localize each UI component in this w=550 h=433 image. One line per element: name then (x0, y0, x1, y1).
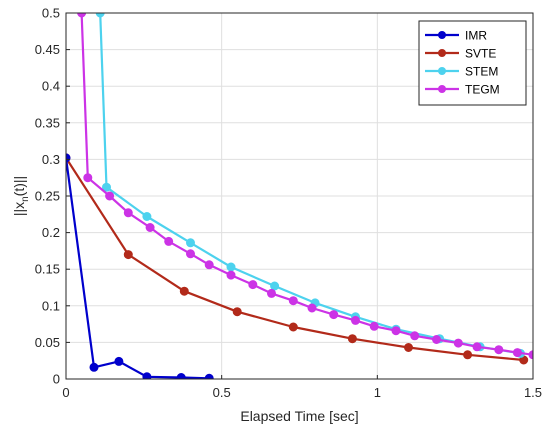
y-axis-label-main: ||x (11, 202, 27, 216)
y-tick-label-2: 0.1 (42, 298, 60, 313)
series-layer (66, 13, 533, 379)
point-imr-3 (142, 372, 152, 379)
point-svte-1 (123, 250, 133, 260)
legend-label-imr: IMR (465, 29, 487, 43)
point-tegm-14 (351, 315, 360, 325)
y-tick-label-7: 0.35 (35, 115, 60, 130)
y-tick-label-10: 0.5 (42, 6, 60, 21)
legend-swatch-marker-tegm (438, 85, 446, 93)
legend-swatch-marker-imr (438, 31, 446, 39)
point-stem-2 (142, 212, 152, 221)
y-tick-label-0: 0 (53, 372, 60, 387)
series-imr (66, 153, 214, 379)
point-tegm-22 (512, 348, 522, 358)
point-tegm-3 (123, 208, 133, 218)
point-imr-4 (176, 373, 186, 379)
point-svte-3 (232, 307, 242, 317)
legend: IMR SVTE STEM TEGM (418, 20, 527, 106)
y-tick-label-8: 0.4 (42, 79, 60, 94)
y-tick-label-4: 0.2 (42, 225, 60, 240)
legend-item-tegm: TEGM (425, 83, 500, 97)
point-imr-5 (204, 373, 214, 379)
point-tegm-11 (288, 296, 298, 306)
x-tick-label-3: 1.5 (524, 385, 542, 400)
series-tegm (77, 13, 533, 360)
y-axis-label-tail: (t)|| (11, 176, 27, 197)
point-imr-2 (114, 356, 124, 366)
series-svte (66, 153, 529, 365)
point-tegm-5 (164, 236, 174, 246)
point-stem-1 (102, 182, 111, 192)
x-tick-label-0: 0 (62, 385, 69, 400)
point-tegm-20 (472, 342, 482, 352)
y-axis-label-subscript: n (20, 196, 31, 202)
point-tegm-0 (77, 13, 87, 18)
legend-swatch-marker-svte (438, 49, 446, 57)
point-tegm-10 (267, 288, 276, 298)
point-tegm-19 (453, 338, 463, 348)
y-tick-label-5: 0.25 (35, 189, 60, 204)
legend-label-tegm: TEGM (465, 83, 500, 97)
legend-item-stem: STEM (425, 65, 498, 79)
tick-labels: 0 0.5 1 1.5 0 0.05 0.1 0.15 0.2 0.25 0.3 0.35 0.4 0.4… (35, 6, 542, 401)
point-stem-3 (186, 238, 195, 248)
point-svte-5 (347, 334, 357, 344)
y-axis-label: ||xn(t)|| (11, 176, 31, 216)
point-tegm-1 (83, 173, 93, 183)
legend-swatch-marker-stem (438, 67, 446, 75)
point-tegm-21 (494, 345, 504, 355)
x-tick-label-1: 0.5 (213, 385, 231, 400)
y-tick-label-3: 0.15 (35, 262, 60, 277)
point-tegm-13 (329, 310, 339, 320)
point-svte-7 (463, 350, 473, 360)
point-tegm-15 (369, 321, 379, 331)
point-imr-1 (89, 362, 99, 372)
y-tick-label-9: 0.45 (35, 42, 60, 57)
legend-label-stem: STEM (465, 65, 498, 79)
point-tegm-18 (432, 335, 441, 344)
point-tegm-12 (307, 303, 317, 313)
legend-item-imr: IMR (425, 29, 487, 43)
point-tegm-6 (186, 249, 195, 259)
point-stem-0 (95, 13, 105, 18)
legend-label-svte: SVTE (465, 47, 496, 61)
y-tick-label-6: 0.3 (42, 152, 60, 167)
point-tegm-2 (105, 191, 115, 201)
point-tegm-16 (391, 326, 401, 336)
point-svte-4 (288, 322, 298, 332)
point-tegm-23 (528, 350, 533, 360)
point-svte-6 (404, 343, 413, 352)
x-tick-label-2: 1 (374, 385, 381, 400)
legend-item-svte: SVTE (425, 47, 496, 61)
point-tegm-17 (410, 331, 420, 341)
point-stem-4 (226, 262, 236, 272)
point-stem-5 (270, 281, 280, 291)
point-tegm-4 (145, 223, 155, 232)
point-tegm-7 (204, 260, 214, 270)
series-line-imr (66, 157, 210, 379)
x-axis-label: Elapsed Time [sec] (240, 408, 358, 424)
point-svte-2 (179, 286, 189, 296)
y-tick-label-1: 0.05 (35, 335, 60, 350)
point-tegm-8 (226, 270, 236, 280)
point-tegm-9 (248, 280, 258, 290)
